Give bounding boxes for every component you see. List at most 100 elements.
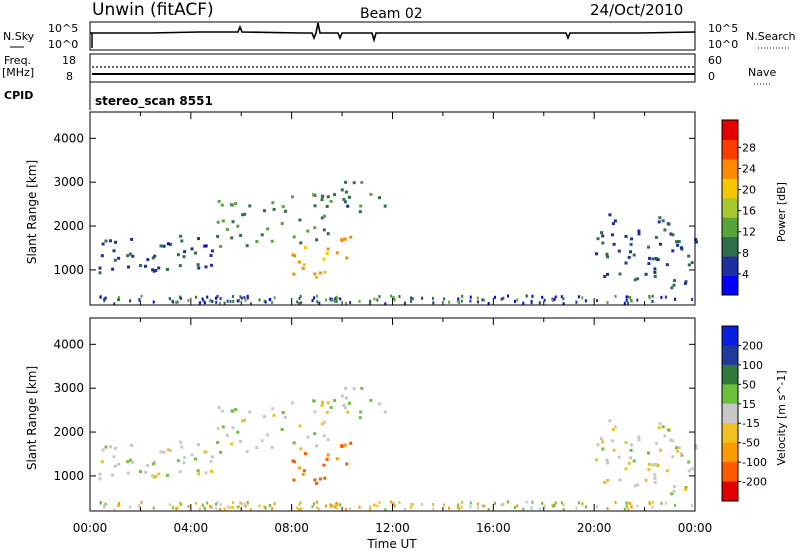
echo-cell <box>369 192 373 196</box>
echo-cell <box>608 419 612 423</box>
echo-cell <box>237 505 240 509</box>
echo-cell <box>627 301 629 305</box>
cpid-row: CPID stereo_scan 8551 <box>4 82 213 110</box>
echo-cell <box>487 508 490 511</box>
echo-cell <box>204 471 208 475</box>
echo-cell <box>298 503 301 506</box>
echo-cell <box>448 300 451 304</box>
echo-cell <box>624 261 628 265</box>
echo-cell <box>245 450 249 454</box>
echo-cell <box>335 295 338 299</box>
echo-cell <box>217 405 221 409</box>
echo-cell <box>273 502 276 506</box>
echo-cell <box>99 501 102 505</box>
echo-cell <box>629 501 631 505</box>
freq-label-1: Freq. <box>4 54 31 67</box>
echo-cell <box>653 476 657 480</box>
echo-cell <box>672 283 676 287</box>
power-cbar-label: Power [dB] <box>775 182 788 242</box>
echo-cell <box>647 245 650 249</box>
colorbar-segment <box>722 197 738 218</box>
colorbar-segment <box>722 403 738 424</box>
echo-cell <box>456 505 459 509</box>
echo-cell <box>554 501 557 505</box>
echo-cell <box>217 199 221 203</box>
echo-cell <box>460 505 463 509</box>
echo-cell <box>630 443 634 447</box>
echo-cell <box>694 238 698 241</box>
echo-cell <box>243 502 246 506</box>
echo-cell <box>268 298 271 301</box>
echo-cell <box>325 410 329 414</box>
echo-cell <box>541 501 544 505</box>
echo-cell <box>232 295 234 298</box>
colorbar-tick-label: 20 <box>742 184 756 197</box>
echo-cell <box>157 266 161 270</box>
echo-cell <box>113 508 116 512</box>
echo-cell <box>553 297 556 301</box>
echo-cell <box>457 297 460 301</box>
x-tick-label: 20:00 <box>577 521 612 535</box>
echo-cell <box>525 500 528 504</box>
echo-cell <box>674 503 676 507</box>
echo-cell <box>398 295 401 298</box>
echo-cell <box>281 411 285 415</box>
echo-cell <box>584 299 587 303</box>
colorbar-segment <box>722 256 738 277</box>
echo-cell <box>146 464 150 468</box>
echo-cell <box>111 473 115 477</box>
echo-cell <box>333 299 336 303</box>
echo-cell <box>129 299 132 303</box>
echo-cell <box>129 505 132 509</box>
echo-cell <box>403 301 406 305</box>
echo-cell <box>178 295 181 299</box>
echo-cell <box>670 492 674 496</box>
echo-cell <box>109 445 112 449</box>
colorbar-tick-label: -200 <box>742 476 767 489</box>
echo-cell <box>647 262 651 266</box>
echo-cell <box>627 461 631 465</box>
echo-cell <box>239 501 242 505</box>
echo-cell <box>306 229 310 233</box>
echo-cell <box>339 297 342 301</box>
echo-cell <box>625 295 628 299</box>
echo-cell <box>201 503 204 507</box>
echo-cell <box>647 468 651 472</box>
echo-cell <box>369 507 371 511</box>
echo-cell <box>577 501 580 505</box>
echo-cell <box>601 234 605 238</box>
echo-cell <box>312 399 316 403</box>
velocity-y-axis: 1000 2000 3000 4000 <box>53 318 696 511</box>
echo-cell <box>292 441 296 445</box>
echo-cell <box>292 478 296 482</box>
echo-cell <box>612 448 616 452</box>
echo-cell <box>507 294 509 298</box>
echo-cell <box>204 450 208 454</box>
colorbar-segment <box>722 423 738 444</box>
echo-cell <box>221 219 225 223</box>
echo-cell <box>151 474 155 478</box>
echo-cell <box>117 295 120 299</box>
echo-cell <box>297 260 301 264</box>
echo-cell <box>315 275 318 279</box>
echo-cell <box>663 434 667 438</box>
echo-cell <box>460 299 463 303</box>
echo-cell <box>376 504 379 508</box>
colorbar-segment <box>722 178 738 199</box>
echo-cell <box>154 269 158 272</box>
echo-cell <box>335 251 339 255</box>
echo-cell <box>138 298 141 302</box>
echo-cell <box>603 481 607 484</box>
echo-cell <box>514 506 516 509</box>
echo-cell <box>403 507 406 511</box>
y-tick-label: 1000 <box>53 263 84 277</box>
y-tick-label: 2000 <box>53 219 84 233</box>
echo-cell <box>113 464 117 468</box>
echo-cell <box>225 227 229 231</box>
echo-cell <box>169 242 172 246</box>
echo-cell <box>127 265 130 269</box>
echo-cell <box>169 448 172 452</box>
echo-cell <box>236 224 240 228</box>
echo-cell <box>611 428 615 432</box>
echo-cell <box>128 252 132 256</box>
